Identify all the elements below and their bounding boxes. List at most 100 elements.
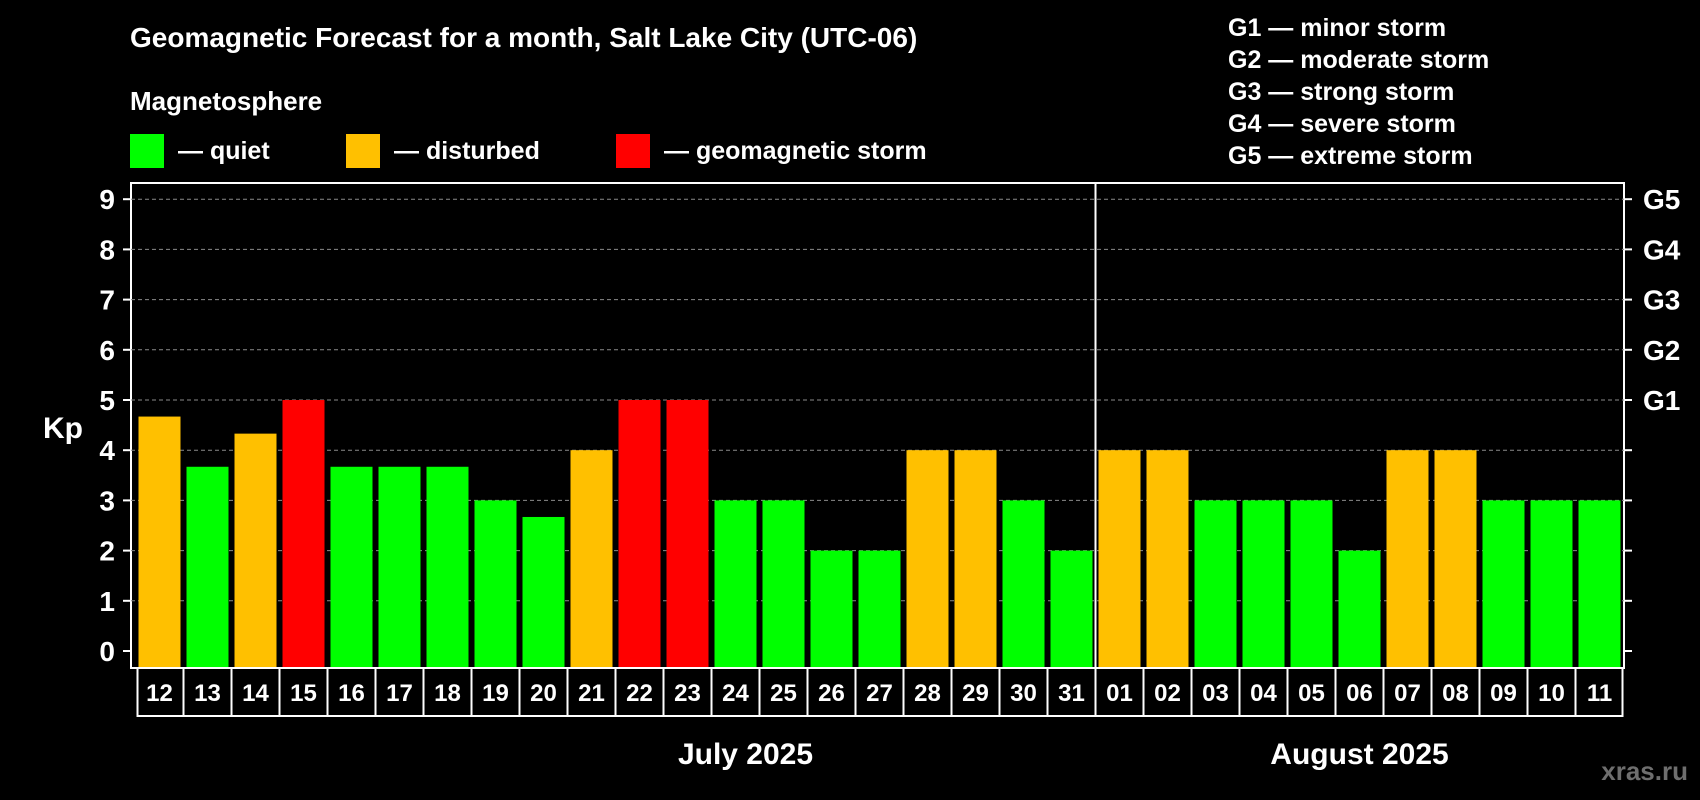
g-legend-g3: G3 — strong storm	[1228, 78, 1455, 106]
g-scale-label-g1: G1	[1643, 385, 1680, 416]
day-label: 21	[578, 680, 605, 707]
legend-swatch-disturbed	[346, 134, 380, 168]
day-label: 19	[482, 680, 509, 707]
legend-label-quiet: — quiet	[178, 136, 270, 165]
bar-21	[570, 450, 613, 667]
legend-quiet: — quiet	[130, 134, 270, 168]
day-label: 20	[530, 680, 557, 707]
legend-label-storm: — geomagnetic storm	[664, 136, 927, 165]
day-label: 06	[1346, 680, 1373, 707]
legend-swatch-storm	[616, 134, 650, 168]
legend-storm: — geomagnetic storm	[616, 134, 927, 168]
day-label: 09	[1490, 680, 1517, 707]
legend-subtitle: Magnetosphere	[130, 86, 323, 116]
bar-06	[1338, 550, 1381, 667]
bar-24	[714, 500, 757, 667]
month-label-1: August 2025	[1270, 738, 1448, 771]
y-tick-label: 1	[99, 586, 115, 617]
y-tick-label: 8	[99, 234, 115, 265]
bar-12	[138, 416, 181, 667]
g-scale-label-g4: G4	[1643, 234, 1681, 265]
watermark: xras.ru	[1601, 756, 1688, 786]
y-tick-label: 6	[99, 335, 115, 366]
day-label: 27	[866, 680, 893, 707]
day-label: 01	[1106, 680, 1133, 707]
day-label: 31	[1058, 680, 1085, 707]
bar-03	[1194, 500, 1237, 667]
legend-disturbed: — disturbed	[346, 134, 540, 168]
y-tick-label: 2	[99, 536, 115, 567]
bar-14	[234, 433, 277, 667]
bar-20	[522, 516, 565, 667]
g-legend-g4: G4 — severe storm	[1228, 110, 1456, 138]
legend-swatch-quiet	[130, 134, 164, 168]
y-tick-label: 3	[99, 485, 115, 516]
day-label: 28	[914, 680, 941, 707]
day-label: 26	[818, 680, 845, 707]
bar-02	[1146, 450, 1189, 667]
day-label: 04	[1250, 680, 1277, 707]
day-label: 08	[1442, 680, 1469, 707]
day-label: 22	[626, 680, 653, 707]
bar-17	[378, 466, 421, 667]
day-label: 15	[290, 680, 317, 707]
g-legend-g2: G2 — moderate storm	[1228, 46, 1490, 74]
bar-16	[330, 466, 373, 667]
y-tick-label: 4	[99, 435, 115, 466]
bar-11	[1578, 500, 1621, 667]
day-label: 14	[242, 680, 269, 707]
bar-01	[1098, 450, 1141, 667]
chart-title: Geomagnetic Forecast for a month, Salt L…	[130, 22, 918, 53]
y-axis-label: Kp	[43, 412, 83, 445]
bar-04	[1242, 500, 1285, 667]
y-tick-label: 9	[99, 184, 115, 215]
legend-label-disturbed: — disturbed	[394, 136, 540, 165]
day-label: 30	[1010, 680, 1037, 707]
bar-07	[1386, 450, 1429, 667]
g-scale-label-g5: G5	[1643, 184, 1680, 215]
day-label: 29	[962, 680, 989, 707]
g-scale-legend: G1 — minor storm G2 — moderate storm G3 …	[1228, 12, 1489, 172]
day-label: 03	[1202, 680, 1229, 707]
bar-27	[858, 550, 901, 667]
bar-26	[810, 550, 853, 667]
bar-23	[666, 400, 709, 667]
day-label: 24	[722, 680, 749, 707]
day-label: 10	[1538, 680, 1565, 707]
bar-08	[1434, 450, 1477, 667]
g-legend-g1: G1 — minor storm	[1228, 14, 1447, 42]
bar-28	[906, 450, 949, 667]
g-scale-label-g3: G3	[1643, 285, 1680, 316]
g-legend-g5: G5 — extreme storm	[1228, 142, 1473, 170]
day-label: 23	[674, 680, 701, 707]
day-label: 16	[338, 680, 365, 707]
bar-25	[762, 500, 805, 667]
day-label: 05	[1298, 680, 1325, 707]
day-labels-box	[136, 667, 1624, 717]
y-tick-label: 7	[99, 285, 115, 316]
y-tick-label: 5	[99, 385, 115, 416]
bar-31	[1050, 550, 1093, 667]
g-scale-label-g2: G2	[1643, 335, 1680, 366]
bar-15	[282, 400, 325, 667]
day-label: 07	[1394, 680, 1421, 707]
day-label: 11	[1587, 680, 1612, 707]
bar-30	[1002, 500, 1045, 667]
day-label: 25	[770, 680, 797, 707]
bar-13	[186, 466, 229, 667]
bar-29	[954, 450, 997, 667]
bar-19	[474, 500, 517, 667]
day-label: 13	[194, 680, 221, 707]
bar-22	[618, 400, 661, 667]
day-label: 18	[434, 680, 461, 707]
day-label: 02	[1154, 680, 1181, 707]
bar-05	[1290, 500, 1333, 667]
y-tick-label: 0	[99, 636, 115, 667]
month-label-0: July 2025	[678, 738, 813, 771]
day-label: 17	[386, 680, 413, 707]
day-label: 12	[146, 680, 173, 707]
bar-09	[1482, 500, 1525, 667]
bar-10	[1530, 500, 1573, 667]
bar-18	[426, 466, 469, 667]
